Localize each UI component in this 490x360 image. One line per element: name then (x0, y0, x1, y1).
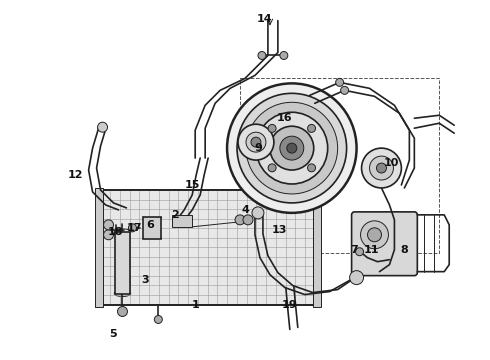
Circle shape (270, 126, 314, 170)
Text: 18: 18 (108, 227, 123, 237)
Circle shape (268, 164, 276, 172)
Circle shape (349, 271, 364, 285)
Circle shape (252, 207, 264, 219)
Text: 1: 1 (191, 300, 199, 310)
Circle shape (308, 125, 316, 132)
Bar (240, 78, 439, 253)
Circle shape (280, 51, 288, 59)
Text: 14: 14 (257, 14, 273, 24)
Circle shape (356, 248, 364, 256)
Circle shape (336, 78, 343, 86)
Circle shape (258, 51, 266, 59)
Circle shape (368, 228, 382, 242)
Circle shape (98, 122, 107, 132)
Circle shape (308, 164, 316, 172)
Circle shape (238, 124, 274, 160)
Bar (100, 190, 315, 305)
Circle shape (103, 220, 114, 230)
Text: 6: 6 (147, 220, 154, 230)
Circle shape (369, 156, 393, 180)
Circle shape (376, 163, 387, 173)
Circle shape (361, 221, 389, 249)
Circle shape (128, 224, 136, 232)
Bar (95, 188, 102, 306)
Circle shape (362, 148, 401, 188)
Text: 19: 19 (282, 300, 297, 310)
Text: 3: 3 (142, 275, 149, 285)
Circle shape (103, 230, 114, 240)
Circle shape (154, 315, 162, 323)
Text: 4: 4 (241, 205, 249, 215)
Circle shape (287, 143, 297, 153)
Circle shape (246, 132, 266, 152)
Circle shape (235, 215, 245, 225)
Circle shape (268, 125, 276, 132)
FancyBboxPatch shape (352, 212, 417, 276)
Text: 2: 2 (172, 210, 179, 220)
Text: 7: 7 (351, 245, 359, 255)
Circle shape (243, 215, 253, 225)
Bar (144, 217, 161, 239)
Circle shape (227, 84, 357, 213)
Circle shape (237, 93, 346, 203)
Text: 8: 8 (400, 245, 408, 255)
Bar (115, 232, 130, 293)
Circle shape (280, 136, 304, 160)
Text: 5: 5 (109, 329, 116, 339)
Circle shape (118, 306, 127, 316)
Bar (172, 215, 192, 227)
Text: 9: 9 (254, 143, 262, 153)
Text: 12: 12 (68, 170, 83, 180)
Circle shape (256, 112, 328, 184)
Bar (313, 188, 321, 306)
Text: 17: 17 (127, 223, 142, 233)
Text: 13: 13 (272, 225, 288, 235)
Text: 16: 16 (277, 113, 293, 123)
Text: 10: 10 (384, 158, 399, 168)
Text: 11: 11 (364, 245, 379, 255)
Circle shape (246, 102, 338, 194)
Text: 15: 15 (185, 180, 200, 190)
Circle shape (341, 86, 348, 94)
Circle shape (251, 137, 261, 147)
